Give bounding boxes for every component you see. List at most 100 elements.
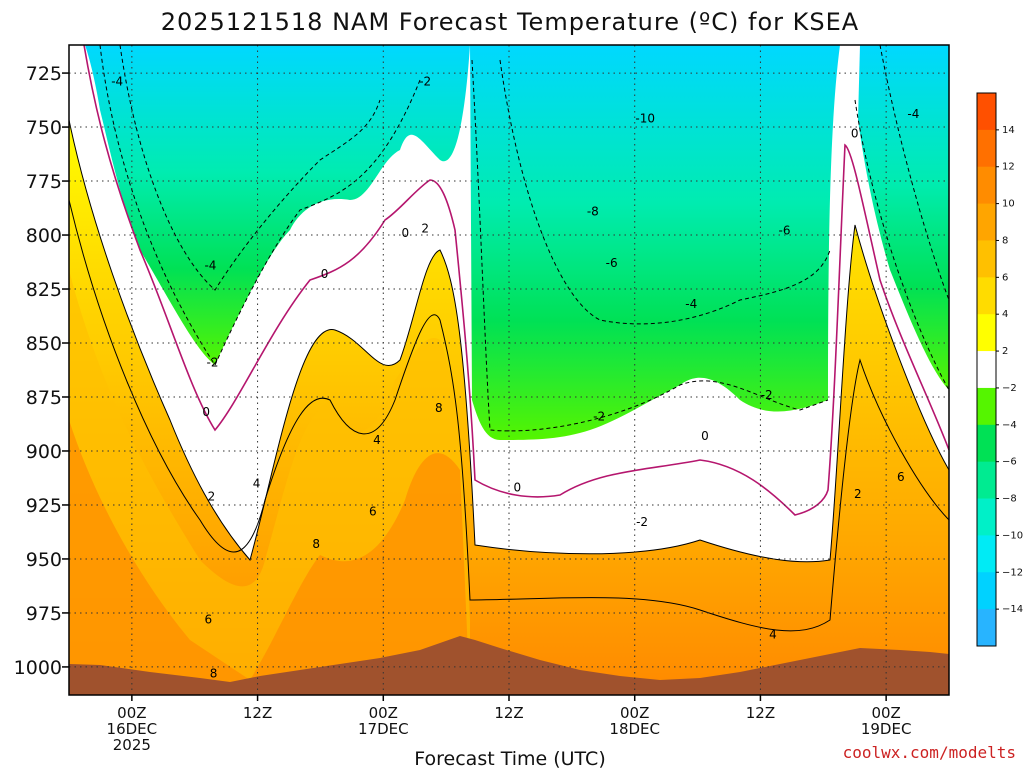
colorbar-swatch bbox=[977, 129, 996, 168]
colorbar-label: −14 bbox=[1002, 604, 1023, 615]
contour-label: 0 bbox=[514, 481, 522, 495]
colorbar-label: 2 bbox=[1002, 346, 1008, 357]
colorbar-swatch bbox=[977, 535, 996, 573]
y-tick-label: 800 bbox=[26, 225, 62, 247]
contour-label: 0 bbox=[401, 226, 409, 240]
y-tick-label: 875 bbox=[26, 387, 62, 409]
colorbar-label: −6 bbox=[1002, 457, 1017, 468]
contour-label: 6 bbox=[369, 504, 377, 518]
y-tick-label: 1000 bbox=[14, 657, 62, 679]
contour-label: 8 bbox=[210, 666, 218, 680]
contour-label: -4 bbox=[204, 258, 216, 272]
colorbar-swatch bbox=[977, 424, 996, 463]
x-axis-label: Forecast Time (UTC) bbox=[414, 748, 605, 768]
contour-label: 0 bbox=[202, 405, 210, 419]
colorbar-swatch bbox=[977, 351, 996, 389]
y-tick-label: 925 bbox=[26, 495, 62, 517]
x-tick-label: 2025 bbox=[113, 736, 151, 754]
colorbar-label: 8 bbox=[1002, 235, 1008, 246]
cold-temperature-region-2 bbox=[470, 45, 840, 440]
contour-label: -10 bbox=[635, 111, 655, 125]
contour-label: -2 bbox=[207, 355, 219, 369]
contour-label: 0 bbox=[701, 429, 709, 443]
x-tick-label: 16DEC bbox=[107, 720, 158, 738]
colorbar-swatch bbox=[977, 240, 996, 278]
contour-label: -2 bbox=[761, 388, 773, 402]
y-axis: 725 750 775 800 825 850 875 900 925 950 975 1000 bbox=[14, 63, 69, 679]
contour-label: 0 bbox=[851, 127, 859, 141]
watermark: coolwx.com/modelts bbox=[843, 743, 1016, 762]
contour-label: -2 bbox=[419, 75, 431, 89]
colorbar-label: −2 bbox=[1002, 383, 1017, 394]
x-tick-label: 12Z bbox=[243, 704, 272, 722]
contour-label: -2 bbox=[636, 515, 648, 529]
y-tick-label: 775 bbox=[26, 171, 62, 193]
colorbar-swatch bbox=[977, 166, 996, 205]
x-tick-label: 12Z bbox=[494, 704, 523, 722]
colorbar: 14 12 10 8 6 4 2 −2 −4 −6 −8 −10 −12 −14 bbox=[976, 92, 1023, 647]
colorbar-swatch bbox=[977, 461, 996, 500]
colorbar-swatch bbox=[977, 93, 996, 131]
colorbar-label: 4 bbox=[1002, 309, 1008, 320]
contour-label: 8 bbox=[312, 537, 320, 551]
isotherm-minus4 bbox=[119, 45, 949, 325]
contour-label: 6 bbox=[897, 470, 905, 484]
x-tick-label: 18DEC bbox=[609, 720, 660, 738]
colorbar-swatch bbox=[977, 572, 996, 610]
y-tick-label: 750 bbox=[26, 117, 62, 139]
contour-label: 4 bbox=[373, 433, 381, 447]
colorbar-label: 6 bbox=[1002, 272, 1008, 283]
colorbar-label: 10 bbox=[1002, 199, 1015, 210]
cold-temperature-region-3 bbox=[858, 45, 949, 390]
x-tick-label: 00Z bbox=[117, 704, 146, 722]
chart-title: 2025121518 NAM Forecast Temperature (ºC)… bbox=[161, 8, 859, 36]
freezing-line bbox=[83, 45, 949, 516]
y-tick-label: 950 bbox=[26, 549, 62, 571]
x-tick-label: 12Z bbox=[746, 704, 775, 722]
grid-lines bbox=[69, 45, 949, 695]
contour-label: 4 bbox=[769, 628, 777, 642]
y-tick-label: 725 bbox=[26, 63, 62, 85]
isotherm-minus2 bbox=[99, 45, 949, 432]
x-tick-label: 00Z bbox=[871, 704, 900, 722]
warm-hot-region bbox=[69, 420, 470, 695]
contour-label: 8 bbox=[435, 401, 443, 415]
contour-label: -2 bbox=[593, 409, 605, 423]
isotherm-plus2 bbox=[69, 119, 949, 563]
contour-label: 0 bbox=[321, 267, 329, 281]
colorbar-frame bbox=[976, 92, 997, 647]
contour-label: -6 bbox=[606, 256, 618, 270]
contour-label: 2 bbox=[854, 487, 862, 501]
y-tick-label: 850 bbox=[26, 333, 62, 355]
contour-label: -8 bbox=[587, 204, 599, 218]
contour-label: 2 bbox=[208, 489, 216, 503]
contour-label: -4 bbox=[685, 297, 697, 311]
colorbar-swatch bbox=[977, 387, 996, 426]
contour-label: -4 bbox=[111, 75, 123, 89]
ground-terrain bbox=[69, 636, 949, 695]
colorbar-label: −10 bbox=[1002, 530, 1023, 541]
x-tick-label: 00Z bbox=[620, 704, 649, 722]
x-tick-label: 19DEC bbox=[861, 720, 912, 738]
colorbar-label: −12 bbox=[1002, 567, 1023, 578]
contour-label: -4 bbox=[907, 107, 919, 121]
colorbar-swatch bbox=[977, 277, 996, 315]
y-tick-label: 975 bbox=[26, 603, 62, 625]
contour-label: 6 bbox=[205, 612, 213, 626]
y-tick-label: 900 bbox=[26, 441, 62, 463]
isotherm-plus4 bbox=[69, 199, 949, 632]
contour-label: 4 bbox=[253, 476, 261, 490]
x-tick-label: 00Z bbox=[369, 704, 398, 722]
colorbar-swatch bbox=[977, 314, 996, 352]
colorbar-label: −8 bbox=[1002, 494, 1017, 505]
y-tick-label: 825 bbox=[26, 279, 62, 301]
cold-temperature-region bbox=[69, 45, 470, 365]
plot-area bbox=[69, 45, 949, 695]
colorbar-label: −4 bbox=[1002, 420, 1017, 431]
contour-label: 2 bbox=[421, 222, 429, 236]
colorbar-swatch bbox=[977, 498, 996, 536]
contour-label: -6 bbox=[779, 224, 791, 238]
